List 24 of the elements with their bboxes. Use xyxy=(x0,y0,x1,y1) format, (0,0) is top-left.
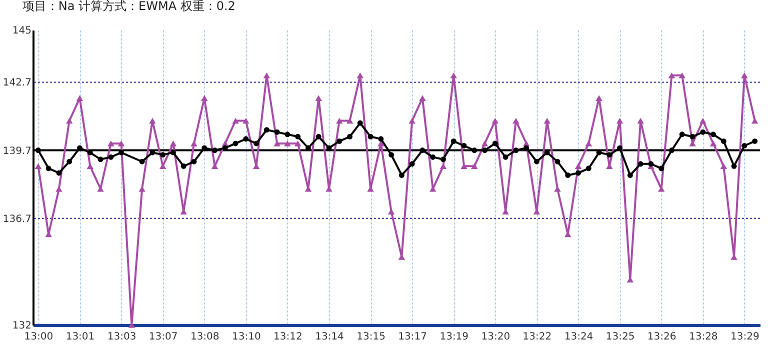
x-tick-label: 13:28 xyxy=(688,332,718,342)
x-tick-label: 13:15 xyxy=(356,332,386,342)
y-tick-label: 139.7 xyxy=(2,146,32,157)
x-tick-label: 13:01 xyxy=(66,332,95,342)
chart-title: 项目：Na 计算方式：EWMA 权重：0.2 xyxy=(22,0,236,13)
x-tick-label: 13:03 xyxy=(107,332,136,342)
x-tick-label: 13:10 xyxy=(232,332,261,342)
x-tick-label: 13:17 xyxy=(398,332,427,342)
x-tick-label: 13:08 xyxy=(190,332,220,342)
x-tick-label: 13:00 xyxy=(24,332,54,342)
x-tick-label: 13:20 xyxy=(481,332,510,342)
x-tick-label: 13:22 xyxy=(522,332,552,342)
y-tick-label: 142.7 xyxy=(2,78,32,89)
y-tick-label: 145 xyxy=(12,26,32,36)
x-tick-label: 13:07 xyxy=(148,332,178,342)
x-tick-label: 13:19 xyxy=(440,332,469,342)
x-tick-label: 13:29 xyxy=(730,332,760,342)
x-tick-label: 13:26 xyxy=(647,332,676,342)
x-tick-label: 13:12 xyxy=(274,332,302,342)
x-tick-label: 13:14 xyxy=(315,332,344,342)
x-tick-label: 13:25 xyxy=(606,332,635,342)
x-tick-label: 13:24 xyxy=(564,332,594,342)
y-tick-label: 136.7 xyxy=(2,214,32,225)
y-tick-label: 132 xyxy=(12,320,32,332)
